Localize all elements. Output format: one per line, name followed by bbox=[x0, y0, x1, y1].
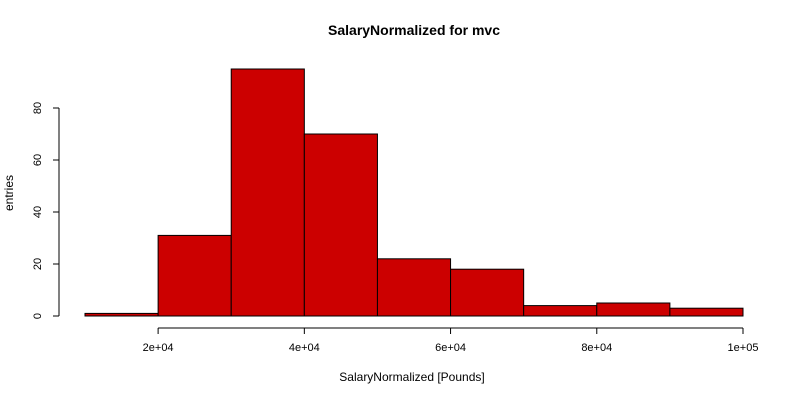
x-tick-label: 4e+04 bbox=[289, 342, 320, 354]
histogram-bar bbox=[303, 133, 378, 317]
x-tick-label: 8e+04 bbox=[581, 342, 612, 354]
histogram-bar bbox=[450, 268, 525, 317]
y-axis: 0 20 40 60 80 bbox=[32, 102, 60, 319]
histogram-bar bbox=[157, 234, 232, 317]
x-tick-label: 6e+04 bbox=[435, 342, 466, 354]
y-tick-label: 0 bbox=[32, 313, 44, 319]
y-tick-label: 20 bbox=[32, 258, 44, 270]
chart-title: SalaryNormalized for mvc bbox=[328, 22, 500, 38]
histogram-bar bbox=[84, 312, 159, 317]
x-tick-label: 2e+04 bbox=[143, 342, 174, 354]
x-tick-label: 1e+05 bbox=[728, 342, 759, 354]
x-axis-label: SalaryNormalized [Pounds] bbox=[339, 370, 484, 384]
bars-group bbox=[84, 68, 744, 317]
histogram-bar bbox=[523, 305, 598, 317]
histogram-bar bbox=[230, 68, 305, 317]
histogram-bar bbox=[669, 307, 744, 317]
histogram-bar bbox=[376, 258, 452, 317]
histogram-bar bbox=[596, 302, 671, 317]
x-axis: 2e+04 4e+04 6e+04 8e+04 1e+05 bbox=[143, 327, 759, 354]
y-tick-label: 80 bbox=[32, 102, 44, 114]
y-tick-label: 60 bbox=[32, 154, 44, 166]
y-tick-label: 40 bbox=[32, 206, 44, 218]
y-axis-label: entries bbox=[2, 175, 16, 211]
